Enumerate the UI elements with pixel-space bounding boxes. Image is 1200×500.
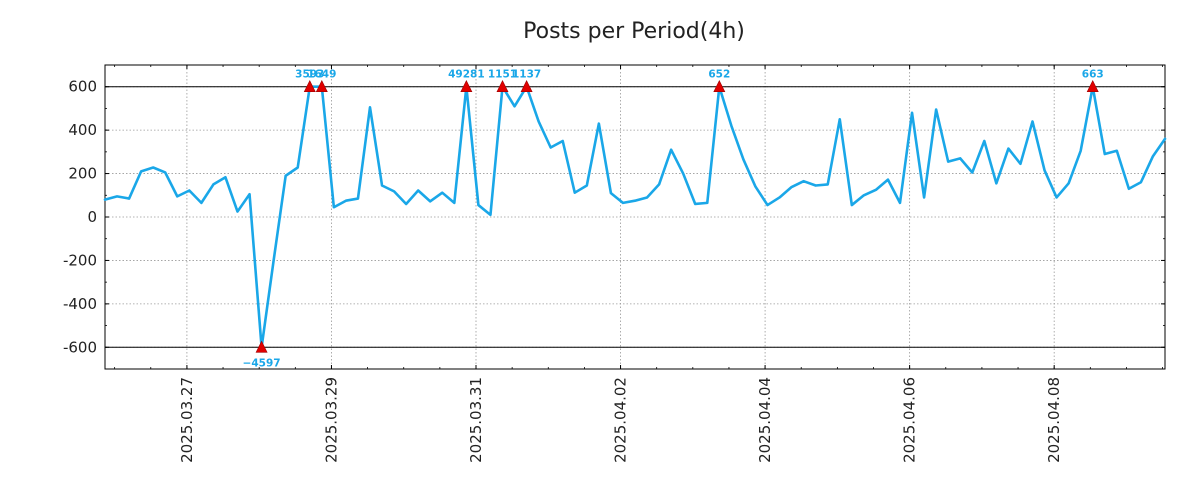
y-tick-label: -200: [63, 251, 97, 269]
peak-marker: [713, 80, 726, 93]
peak-marker: [520, 80, 533, 93]
y-tick-label: 400: [68, 121, 97, 139]
peak-marker: [315, 80, 328, 93]
x-tick-label: 2025.03.31: [467, 377, 485, 463]
data-label: −4597: [243, 357, 281, 369]
y-tick-label: -400: [63, 295, 97, 313]
peak-marker: [303, 80, 316, 93]
x-tick-label: 2025.03.29: [322, 377, 340, 463]
x-tick-label: 2025.04.04: [756, 377, 774, 463]
peak-markers: [255, 80, 1099, 353]
data-label: 1649: [307, 69, 336, 81]
y-tick-label: 600: [68, 78, 97, 96]
x-tick-label: 2025.04.08: [1045, 377, 1063, 463]
chart-title: Posts per Period(4h): [523, 19, 745, 44]
clip-lines: [105, 86, 1165, 348]
peak-marker: [1086, 80, 1099, 93]
data-label: 3593: [295, 69, 324, 81]
peak-marker: [460, 80, 473, 93]
peak-marker: [496, 80, 509, 93]
data-label: 663: [1082, 69, 1104, 81]
data-label: 1137: [512, 69, 541, 81]
y-tick-label: -600: [63, 338, 97, 356]
data-label: 49281: [448, 69, 485, 81]
data-label: 652: [708, 69, 730, 81]
peak-marker: [255, 340, 268, 353]
series-lines: [103, 85, 1167, 349]
y-tick-label: 0: [87, 208, 97, 226]
x-tick-label: 2025.04.06: [901, 377, 919, 463]
axis-ticks: 600 400 200 0 -200 -400 -600 2025.03.27 2025.03.…: [63, 64, 1165, 463]
series-line-posts: [103, 85, 1167, 349]
x-tick-label: 2025.04.02: [612, 377, 630, 463]
data-label: 1151: [488, 69, 517, 81]
y-tick-label: 200: [68, 165, 97, 183]
x-tick-label: 2025.03.27: [178, 377, 196, 463]
